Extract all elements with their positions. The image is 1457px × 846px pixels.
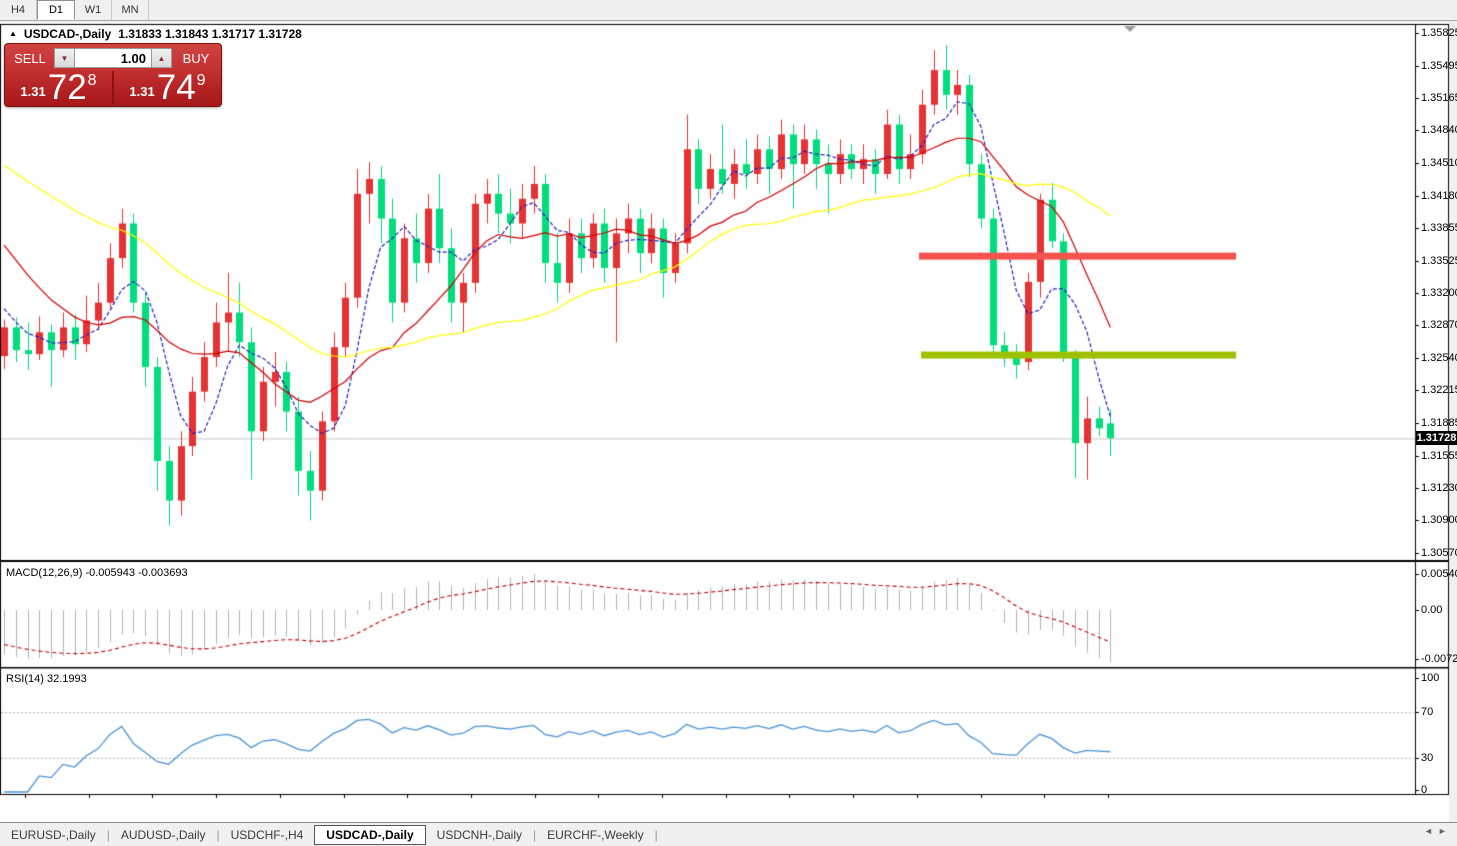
buy-price-big-digits: 74 [156, 68, 196, 107]
timeframe-button-w1[interactable]: W1 [75, 0, 112, 20]
rsi-axis-label: 0 [1421, 784, 1428, 796]
tab-separator: | [654, 827, 658, 842]
tab-separator: | [106, 827, 110, 842]
sell-price-prefix: 1.31 [20, 84, 46, 99]
rsi-axis-label: 100 [1421, 672, 1440, 684]
sell-button[interactable]: SELL [14, 50, 46, 66]
chart-scroll-arrows: ◄► [1424, 826, 1452, 836]
price-axis-label: 1.31885 [1421, 416, 1457, 429]
price-axis-label: 1.30570 [1421, 547, 1457, 559]
timeframe-button-d1[interactable]: D1 [37, 0, 75, 20]
scroll-right-icon[interactable]: ► [1437, 826, 1452, 836]
tab-usdcnh-daily[interactable]: USDCNH-,Daily [436, 827, 522, 842]
macd-axis-label: 0.00 [1421, 604, 1443, 616]
chart-title: ▲ USDCAD-,Daily 1.31833 1.31843 1.31717 … [9, 27, 302, 41]
tab-audusd-daily[interactable]: AUDUSD-,Daily [120, 827, 206, 842]
timeframe-button-mn[interactable]: MN [112, 0, 149, 20]
sell-price-big-digits: 72 [47, 68, 87, 107]
rsi-axis-label: 70 [1421, 706, 1434, 718]
timeframe-toolbar: H4 D1 W1 MN [0, 0, 1457, 21]
tab-eurchf-weekly[interactable]: EURCHF-,Weekly [547, 827, 644, 842]
rsi-indicator-label: RSI(14) 32.1993 [6, 673, 87, 685]
rsi-axis-label: 30 [1421, 752, 1434, 764]
price-axis-label: 1.35165 [1421, 92, 1457, 105]
price-axis-label: 1.34180 [1421, 189, 1457, 202]
macd-axis-label: 0.005402 [1421, 568, 1457, 580]
macd-indicator-label: MACD(12,26,9) -0.005943 -0.003693 [6, 567, 188, 579]
buy-price-display[interactable]: 1.31 74 9 [114, 70, 221, 106]
price-axis-label: 1.34840 [1421, 124, 1457, 137]
timeframe-button-h4[interactable]: H4 [0, 0, 37, 20]
arrow-down-icon: ▼ [60, 53, 69, 63]
price-axis-label: 1.32870 [1421, 319, 1457, 332]
price-axis-label: 1.34510 [1421, 157, 1457, 170]
price-axis-label: 1.32540 [1421, 352, 1457, 365]
trade-panel-divider [112, 71, 114, 105]
volume-input[interactable] [75, 48, 151, 68]
price-axis-label: 1.33525 [1421, 254, 1457, 267]
price-axis-label: 1.31555 [1421, 449, 1457, 462]
symbol-tab-bar: EURUSD-,Daily | AUDUSD-,Daily | USDCHF-,H4… [0, 822, 1457, 846]
sell-price-pip-digit: 8 [87, 72, 97, 89]
price-axis-label: 1.35495 [1421, 59, 1457, 72]
tab-usdchf-h4[interactable]: USDCHF-,H4 [230, 827, 304, 842]
price-axis-label: 1.33200 [1421, 286, 1457, 299]
scroll-left-icon[interactable]: ◄ [1424, 826, 1438, 836]
tab-separator: | [533, 827, 537, 842]
collapse-panel-icon[interactable]: ▲ [9, 28, 17, 38]
price-axis-label: 1.33855 [1421, 221, 1457, 234]
buy-button[interactable]: BUY [182, 50, 210, 66]
tab-eurusd-daily[interactable]: EURUSD-,Daily [11, 827, 96, 842]
macd-axis-label: -0.007243 [1421, 653, 1457, 665]
volume-increase-button[interactable]: ▲ [151, 48, 172, 68]
price-axis-label: 1.32215 [1421, 384, 1457, 397]
tab-usdcad-daily[interactable]: USDCAD-,Daily [314, 824, 426, 845]
price-axis-label: 1.35825 [1421, 27, 1457, 39]
tab-separator: | [216, 827, 220, 842]
chart-ohlc-values: 1.31833 1.31843 1.31717 1.31728 [118, 27, 302, 41]
price-axis-label: 1.31230 [1421, 481, 1457, 494]
sell-price-display[interactable]: 1.31 72 8 [5, 70, 112, 106]
buy-price-prefix: 1.31 [129, 84, 155, 99]
current-price-tag: 1.31728 [1416, 431, 1457, 446]
volume-decrease-button[interactable]: ▼ [54, 48, 75, 68]
buy-price-pip-digit: 9 [196, 72, 206, 89]
arrow-up-icon: ▲ [157, 53, 166, 63]
price-axis-label: 1.30900 [1421, 514, 1457, 527]
chart-symbol-label: USDCAD-,Daily [23, 27, 112, 41]
